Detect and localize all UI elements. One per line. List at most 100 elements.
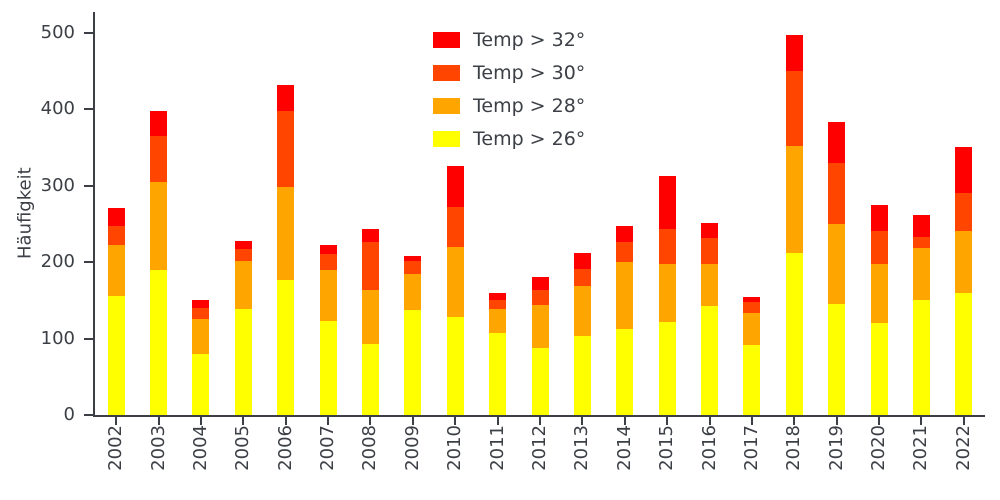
x-tick-label: 2008 [359,425,381,471]
plot-area: 0 100 200 300 400 500 2002 2003 2004 2005 2006 2007… [41,12,985,471]
bar-segment [658,175,676,230]
y-tick-label: 300 [40,174,75,196]
legend-label: Temp > 32° [473,29,586,51]
bar-segment [192,307,210,320]
x-tick-mark [835,417,838,425]
x-tick-mark [793,417,796,425]
x-tick-label: 2011 [486,425,508,471]
bar-segment [870,204,888,232]
legend-item: Temp > 26° [433,127,585,151]
x-tick-label: 2018 [783,425,805,471]
x-tick-mark [878,417,881,425]
bar-segment [489,333,507,415]
bar-segment [531,276,549,290]
bar-segment [785,34,803,71]
x-tick-mark [623,417,626,425]
bar-segment [277,187,295,281]
x-tick-mark [327,417,330,425]
bar-segment [573,268,591,286]
bar-segment [107,226,125,246]
x-tick-mark [539,417,541,425]
legend-swatch [433,32,460,48]
bar-segment [531,289,549,305]
bar-segment [489,308,507,334]
bar-segment [701,264,719,307]
bar-segment [658,321,676,415]
y-tick-label: 200 [40,251,75,273]
y-tick-mark [84,31,93,34]
bar-segment [234,249,252,261]
bar-segment [743,313,761,346]
bar-segment [912,236,930,249]
bar-segment [573,285,591,337]
bar-segment [277,280,295,415]
bar-segment [658,229,676,265]
bar-segment [489,299,507,309]
x-tick-label: 2014 [613,425,635,471]
bar-segment [785,145,803,253]
bar-segment [743,345,761,415]
x-tick-mark [581,417,584,425]
legend-swatch [433,98,460,114]
bar-segment [658,264,676,322]
x-tick-label: 2002 [105,425,127,471]
x-tick-mark [920,417,923,425]
y-tick-mark [84,414,93,416]
x-tick-mark [369,417,372,425]
x-tick-mark [284,417,287,425]
x-tick-mark [496,417,499,425]
x-tick-label: 2003 [147,425,169,471]
bar-segment [785,70,803,146]
bar-segment [361,343,379,415]
bar-segment [955,292,973,415]
bar-segment [743,297,761,302]
x-tick-label: 2022 [952,425,974,471]
bar-segment [489,292,507,300]
bar-segment [150,181,168,270]
bar-segment [192,319,210,354]
bar-segment [319,253,337,270]
bar-segment [234,260,252,310]
bar-segment [446,207,464,247]
bar-segment [107,245,125,297]
bar-segment [955,147,973,194]
bar-segment [870,231,888,265]
y-tick-label: 0 [63,404,75,425]
bar-segment [573,336,591,415]
x-tick-mark [242,417,245,425]
bar-segment [616,328,634,415]
x-tick-label: 2020 [868,425,890,471]
bar-segment [107,207,125,227]
bar-segment [446,317,464,415]
y-tick-mark [84,337,93,340]
bar-segment [234,241,252,250]
bar-segment [828,304,846,415]
bar-segment [701,238,719,265]
bar-segment [319,320,337,415]
bar-segment [361,242,379,291]
y-tick-mark [84,261,93,264]
bar-segment [150,135,168,182]
legend: Temp > 32° Temp > 30° Temp > 28° Temp > 26° [433,28,585,151]
x-tick-label: 2015 [656,425,678,471]
x-tick-label: 2016 [698,425,720,471]
bar-segment [743,301,761,314]
bar-segment [192,300,210,308]
y-tick-mark [84,184,93,187]
bar-segment [404,310,422,415]
bar-segment [319,269,337,321]
y-axis-spine [93,12,95,417]
legend-label: Temp > 28° [473,95,586,117]
y-tick-label: 100 [40,327,75,349]
bar-segment [912,300,930,415]
bar-segment [870,323,888,415]
y-axis-label: Häufigkeit [14,167,36,260]
bar-segment [828,223,846,305]
bar-segment [616,262,634,329]
bar-segment [955,231,973,293]
legend-item: Temp > 28° [433,94,585,118]
x-tick-mark [157,417,160,425]
bar-segment [107,296,125,415]
bar-segment [404,261,422,275]
x-tick-label: 2010 [444,425,466,471]
